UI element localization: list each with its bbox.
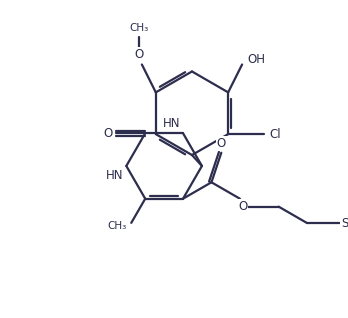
Text: HN: HN — [163, 117, 180, 130]
Text: O: O — [103, 127, 112, 140]
Text: O: O — [238, 200, 247, 213]
Text: Cl: Cl — [269, 128, 281, 141]
Text: CH₃: CH₃ — [129, 23, 149, 33]
Text: O: O — [134, 48, 143, 61]
Text: OH: OH — [247, 53, 265, 66]
Text: O: O — [217, 137, 226, 150]
Text: HN: HN — [106, 169, 123, 183]
Text: S: S — [341, 217, 348, 230]
Text: CH₃: CH₃ — [108, 221, 127, 231]
